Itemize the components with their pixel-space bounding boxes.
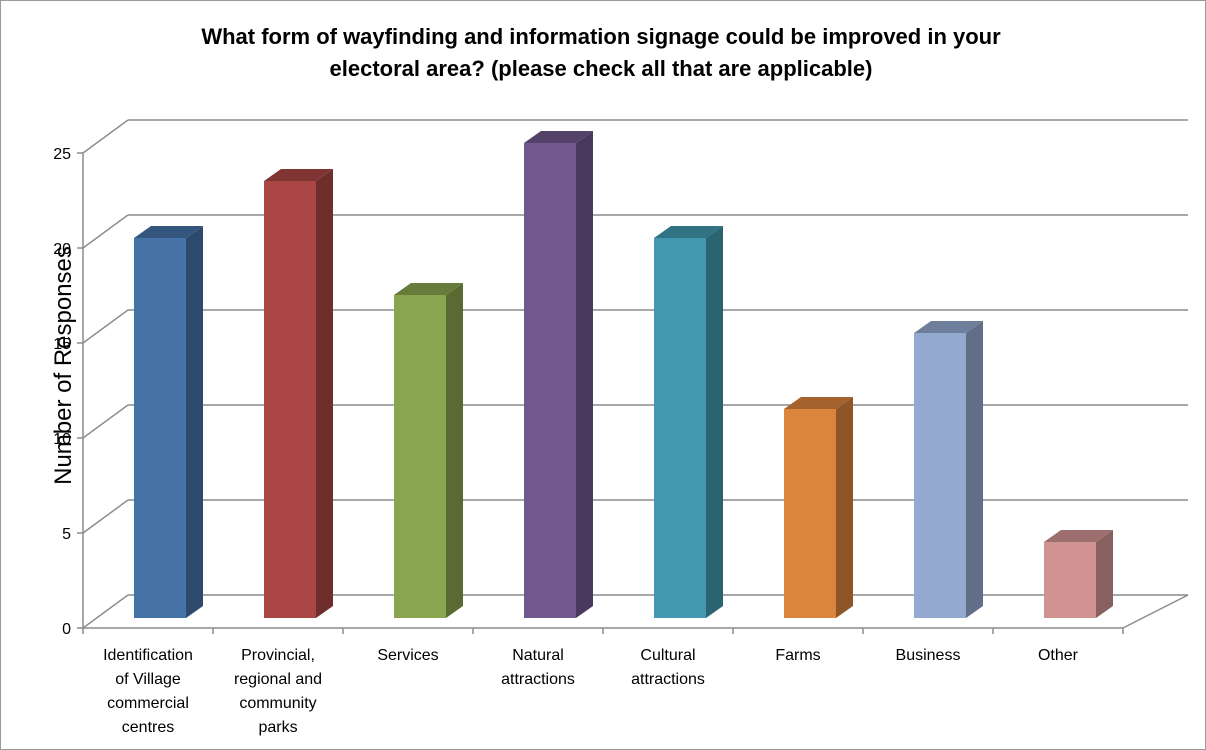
bar-side <box>1096 530 1113 618</box>
bar <box>524 143 576 618</box>
chart-title-line-2: electoral area? (please check all that a… <box>329 56 873 81</box>
floor-right-edge <box>1122 594 1189 629</box>
gridline-depth <box>82 214 129 249</box>
x-tick-label: Business <box>896 647 961 664</box>
y-tick-label: 5 <box>62 526 71 543</box>
bar-top <box>134 226 203 238</box>
y-tick-label: 20 <box>53 241 71 258</box>
bar-top <box>1044 530 1113 542</box>
bar-side <box>316 169 333 618</box>
chart-title: What form of wayfinding and information … <box>101 21 1101 85</box>
bar <box>784 409 836 618</box>
bar <box>1044 542 1096 618</box>
bar <box>914 333 966 618</box>
x-tick-label: Other <box>1038 647 1079 664</box>
bar-side <box>576 131 593 618</box>
bar-top <box>784 397 853 409</box>
bar <box>264 181 316 618</box>
bar <box>134 238 186 618</box>
bar-side <box>966 321 983 618</box>
bar-top <box>914 321 983 333</box>
bar-top <box>264 169 333 181</box>
x-tick-label: Farms <box>775 647 820 664</box>
gridline-depth <box>82 309 129 344</box>
gridline-depth <box>82 119 129 154</box>
gridline-depth <box>82 594 129 629</box>
chart-title-line-1: What form of wayfinding and information … <box>201 24 1001 49</box>
y-tick-label: 10 <box>53 431 71 448</box>
y-tick-label: 15 <box>53 336 71 353</box>
bar-top <box>524 131 593 143</box>
x-tick-label: Services <box>377 647 438 664</box>
bar-top <box>394 283 463 295</box>
y-axis-title: Number of Responses <box>50 246 77 485</box>
y-tick-label: 0 <box>62 621 71 638</box>
y-tick-label: 25 <box>53 146 71 163</box>
bar <box>654 238 706 618</box>
x-tick-label: Provincial, regional and community parks <box>234 647 322 736</box>
bar-side <box>836 397 853 618</box>
x-tick-label: Cultural attractions <box>631 647 705 688</box>
gridline-depth <box>82 404 129 439</box>
bar-side <box>706 226 723 618</box>
bar-side <box>186 226 203 618</box>
bar-side <box>446 283 463 618</box>
gridline-depth <box>82 499 129 534</box>
bar-top <box>654 226 723 238</box>
x-tick-label: Natural attractions <box>501 647 575 688</box>
x-tick-label: Identification of Village commercial centre… <box>103 647 193 736</box>
bar <box>394 295 446 618</box>
